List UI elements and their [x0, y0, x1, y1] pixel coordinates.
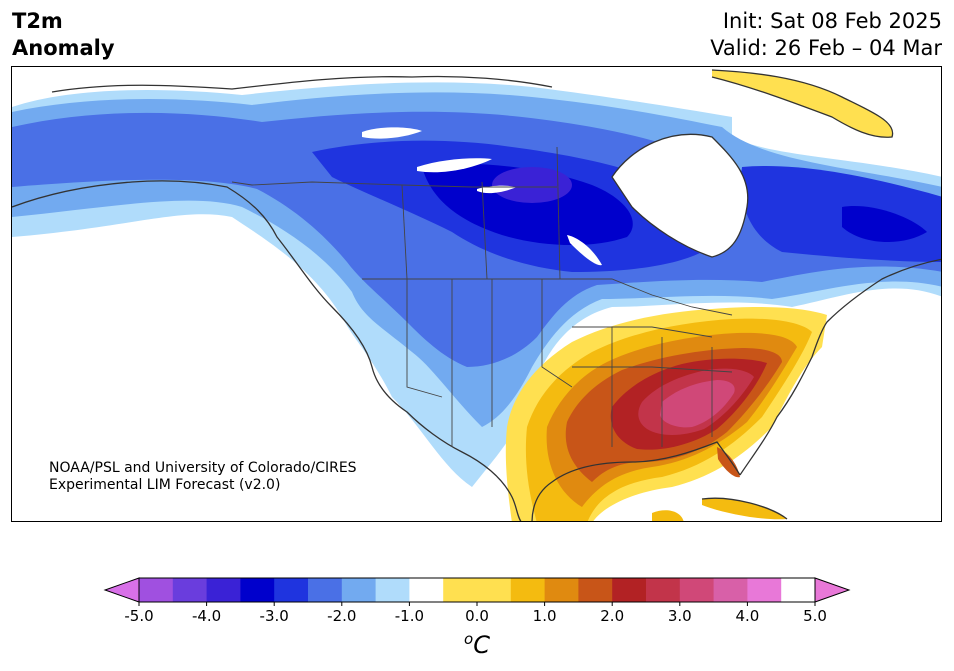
- coastlines: [12, 69, 941, 521]
- colorbar: -5.0 -4.0 -3.0 -2.0 -1.0 0.0 1.0 2.0 3.0 4.0 5.0: [0, 570, 954, 671]
- colorbar-unit: oC: [0, 630, 954, 659]
- political-borders: [231, 146, 733, 447]
- colorbar-segment: [544, 578, 579, 602]
- colorbar-segment: [578, 578, 613, 602]
- unit-celsius: C: [473, 631, 490, 659]
- colorbar-extend-low: [103, 577, 140, 603]
- colorbar-segment: [341, 578, 377, 602]
- colorbar-tick-label: 3.0: [668, 607, 692, 625]
- colorbar-tick-label: 2.0: [600, 607, 624, 625]
- warm-anomaly-7: [660, 380, 735, 428]
- colorbar-segment: [781, 578, 816, 602]
- colorbar-segment: [679, 578, 715, 602]
- colorbar-segment: [172, 578, 208, 602]
- lake-winnipeg: [567, 235, 602, 266]
- colorbar-segment: [443, 578, 512, 602]
- title-kind: Anomaly: [12, 36, 115, 60]
- colorbar-tick-label: -5.0: [124, 607, 153, 625]
- colorbar-tick-label: 4.0: [735, 607, 759, 625]
- credit-text: NOAA/PSL and University of Colorado/CIRE…: [49, 460, 357, 494]
- colorbar-segment: [713, 578, 748, 602]
- colorbar-tick-label: 0.0: [465, 607, 489, 625]
- colorbar-segment: [308, 578, 343, 602]
- anomaly-map: [11, 66, 942, 522]
- colorbar-extend-high: [814, 577, 851, 603]
- forecast-dates: Init: Sat 08 Feb 2025 Valid: 26 Feb – 04…: [710, 8, 942, 62]
- colorbar-segment: [612, 578, 647, 602]
- arctic-ice-white: [532, 67, 941, 122]
- colorbar-segment: [240, 578, 275, 602]
- hudson-bay: [612, 134, 748, 257]
- colorbar-segment: [139, 578, 174, 602]
- colorbar-segment: [375, 578, 410, 602]
- colorbar-segment: [206, 578, 241, 602]
- cold-anomaly-core-east: [842, 206, 927, 243]
- colorbar-tick-label: -2.0: [327, 607, 356, 625]
- cold-anomaly-core: [422, 163, 633, 246]
- credit-line-2: Experimental LIM Forecast (v2.0): [49, 477, 281, 493]
- colorbar-tick-label: -4.0: [192, 607, 221, 625]
- plot-title: T2m Anomaly: [12, 8, 115, 62]
- colorbar-segment: [646, 578, 681, 602]
- greenland-warm: [712, 70, 893, 138]
- title-variable: T2m: [12, 9, 63, 33]
- colorbar-svg: -5.0 -4.0 -3.0 -2.0 -1.0 0.0 1.0 2.0 3.0 4.0 5.0: [103, 577, 851, 625]
- init-date: Init: Sat 08 Feb 2025: [722, 9, 942, 33]
- colorbar-segment: [510, 578, 546, 602]
- colorbar-tick-label: -1.0: [395, 607, 424, 625]
- mexico-warm: [652, 510, 684, 521]
- cold-anomaly-peak: [492, 167, 572, 203]
- colorbar-tick-label: -3.0: [260, 607, 289, 625]
- unit-degree: o: [464, 630, 474, 648]
- colorbar-tick-label: 5.0: [803, 607, 827, 625]
- lake-athabasca: [477, 185, 517, 194]
- colorbar-tick-label: 1.0: [533, 607, 557, 625]
- colorbar-segment: [274, 578, 309, 602]
- great-bear-lake: [362, 127, 422, 139]
- map-canvas: [12, 67, 941, 521]
- colorbar-segment: [409, 578, 444, 602]
- cuba-warm: [702, 498, 787, 520]
- valid-range: Valid: 26 Feb – 04 Mar: [710, 36, 942, 60]
- great-slave-lake: [417, 158, 492, 173]
- colorbar-segment: [747, 578, 782, 602]
- credit-line-1: NOAA/PSL and University of Colorado/CIRE…: [49, 460, 357, 476]
- florida-warm: [717, 447, 740, 478]
